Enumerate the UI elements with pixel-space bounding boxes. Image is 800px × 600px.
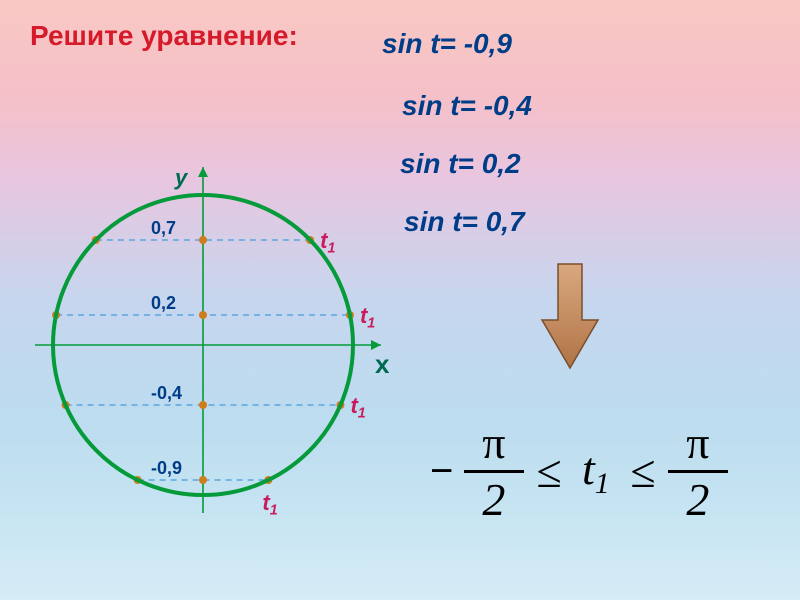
t1-label: t1 — [360, 303, 375, 331]
equation-3: sin t= 0,2 — [400, 148, 521, 180]
x-axis-label: x — [375, 349, 389, 380]
formula-frac-left: π 2 — [464, 420, 524, 523]
equation-2-lhs: sin t= — [402, 90, 484, 121]
unit-circle-svg — [28, 155, 418, 555]
unit-circle-diagram: 0,7 t1 0,2 t1 -0,4 t1 -0,9 t1 y x — [28, 155, 418, 555]
equation-1-lhs: sin t= — [382, 28, 464, 59]
value-label: -0,4 — [151, 383, 182, 404]
formula-le-2: ≤ — [622, 445, 663, 498]
formula-bar-2 — [668, 470, 728, 473]
down-arrow-icon — [540, 262, 600, 377]
y-axis-label: y — [175, 165, 187, 191]
range-formula: − π 2 ≤ t1 ≤ π 2 — [430, 420, 728, 523]
page-title: Решите уравнение: — [30, 20, 298, 52]
formula-den-1: 2 — [464, 477, 524, 523]
equation-2-rhs: -0,4 — [484, 90, 532, 121]
formula-le-1: ≤ — [528, 445, 569, 498]
t1-label: t1 — [350, 393, 365, 421]
formula-den-2: 2 — [668, 477, 728, 523]
t1-label: t1 — [262, 490, 277, 518]
equation-1-rhs: -0,9 — [464, 28, 512, 59]
formula-bar-1 — [464, 470, 524, 473]
formula-pi-1: π — [464, 420, 524, 466]
t1-label: t1 — [320, 228, 335, 256]
formula-frac-right: π 2 — [668, 420, 728, 523]
value-label: 0,7 — [151, 218, 176, 239]
equation-2: sin t= -0,4 — [402, 90, 532, 122]
formula-pi-2: π — [668, 420, 728, 466]
equation-4-rhs: 0,7 — [486, 206, 525, 237]
equation-4: sin t= 0,7 — [404, 206, 525, 238]
value-label: 0,2 — [151, 293, 176, 314]
formula-t: t1 — [574, 442, 618, 501]
equation-3-rhs: 0,2 — [482, 148, 521, 179]
equation-1: sin t= -0,9 — [382, 28, 512, 60]
down-arrow-svg — [540, 262, 600, 372]
value-label: -0,9 — [151, 458, 182, 479]
formula-neg: − — [430, 449, 459, 494]
